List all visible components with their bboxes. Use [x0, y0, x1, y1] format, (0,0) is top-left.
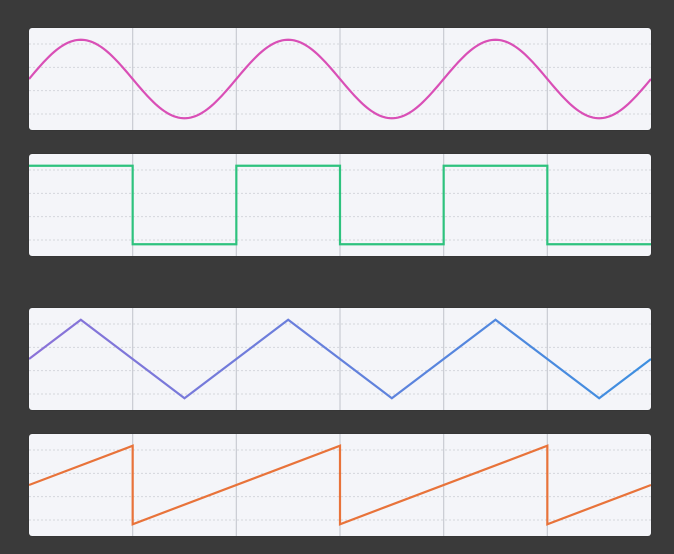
triangle-wave-panel — [29, 308, 651, 410]
square-wave-chart — [29, 154, 651, 256]
sine-wave-panel — [29, 28, 651, 130]
square-wave-panel — [29, 154, 651, 256]
sine-wave-line — [29, 38, 651, 120]
triangle-wave-chart — [29, 308, 651, 410]
sawtooth-wave-chart — [29, 434, 651, 536]
triangle-wave-line — [29, 318, 651, 400]
sawtooth-wave-line — [29, 444, 651, 526]
sine-wave-chart — [29, 28, 651, 130]
sawtooth-wave-panel — [29, 434, 651, 536]
square-wave-line — [29, 164, 651, 246]
